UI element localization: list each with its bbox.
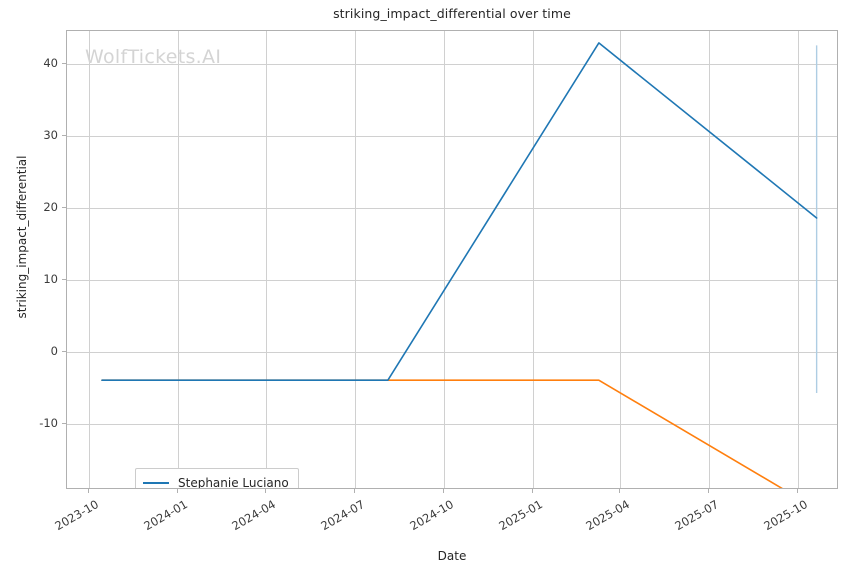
y-tick-label-neg10: -10 — [39, 416, 58, 430]
x-tick-mark-2024-04 — [265, 489, 266, 493]
gridline-h-10 — [67, 280, 837, 281]
gridline-v-2023-10 — [89, 31, 90, 488]
y-tick-label-10: 10 — [43, 272, 58, 286]
gridline-v-2025-10 — [798, 31, 799, 488]
y-tick-mark-30 — [62, 135, 66, 136]
y-tick-label-40: 40 — [43, 56, 58, 70]
gridline-h-30 — [67, 136, 837, 137]
y-axis-tick-labels: 40 30 20 10 0 -10 — [0, 30, 58, 489]
x-tick-mark-2025-01 — [532, 489, 533, 493]
x-tick-mark-2025-07 — [708, 489, 709, 493]
x-tick-mark-2025-10 — [797, 489, 798, 493]
y-tick-mark-20 — [62, 207, 66, 208]
x-tick-label-2024-10: 2024-10 — [407, 497, 456, 534]
gridline-v-2025-04 — [620, 31, 621, 488]
gridline-v-2024-01 — [178, 31, 179, 488]
x-tick-label-2025-10: 2025-10 — [761, 497, 810, 534]
x-tick-label-2024-07: 2024-07 — [318, 497, 367, 534]
series-lines — [101, 42, 818, 488]
gridline-v-2025-07 — [709, 31, 710, 488]
y-tick-mark-40 — [62, 63, 66, 64]
chart-legend: Stephanie Luciano Ravena Oliveira — [135, 468, 299, 489]
y-tick-label-30: 30 — [43, 128, 58, 142]
x-tick-mark-2023-10 — [88, 489, 89, 493]
legend-item-stephanie-luciano[interactable]: Stephanie Luciano — [143, 474, 289, 489]
gridline-h-0 — [67, 352, 837, 353]
x-tick-label-2025-01: 2025-01 — [496, 497, 545, 534]
x-tick-mark-2025-04 — [619, 489, 620, 493]
gridline-v-2024-07 — [355, 31, 356, 488]
plot-area: WolfTickets.AI Stephanie Luciano Ravena … — [66, 30, 838, 489]
x-axis-tick-labels: 2023-10 2024-01 2024-04 2024-07 2024-10 … — [0, 489, 850, 549]
line-ravena-oliveira — [101, 42, 818, 382]
x-tick-mark-2024-01 — [177, 489, 178, 493]
y-tick-mark-neg10 — [62, 423, 66, 424]
y-tick-mark-10 — [62, 279, 66, 280]
x-tick-label-2023-10: 2023-10 — [52, 497, 101, 534]
chart-title: striking_impact_differential over time — [333, 6, 571, 21]
gridline-v-2024-10 — [444, 31, 445, 488]
y-tick-label-20: 20 — [43, 200, 58, 214]
x-tick-label-2025-04: 2025-04 — [583, 497, 632, 534]
watermark: WolfTickets.AI — [85, 46, 222, 68]
x-tick-label-2024-04: 2024-04 — [229, 497, 278, 534]
x-tick-label-2025-07: 2025-07 — [672, 497, 721, 534]
y-tick-mark-0 — [62, 351, 66, 352]
gridline-h-40 — [67, 64, 837, 65]
gridline-h-neg10 — [67, 424, 837, 425]
legend-swatch-stephanie-luciano — [143, 481, 169, 484]
gridline-v-2025-01 — [533, 31, 534, 488]
x-axis-title: Date — [437, 549, 467, 563]
x-tick-mark-2024-10 — [443, 489, 444, 493]
y-tick-label-0: 0 — [50, 344, 58, 358]
x-tick-label-2024-01: 2024-01 — [141, 497, 190, 534]
x-tick-mark-2024-07 — [354, 489, 355, 493]
legend-label-stephanie-luciano: Stephanie Luciano — [178, 475, 289, 489]
gridline-h-20 — [67, 208, 837, 209]
gridline-v-2024-04 — [266, 31, 267, 488]
